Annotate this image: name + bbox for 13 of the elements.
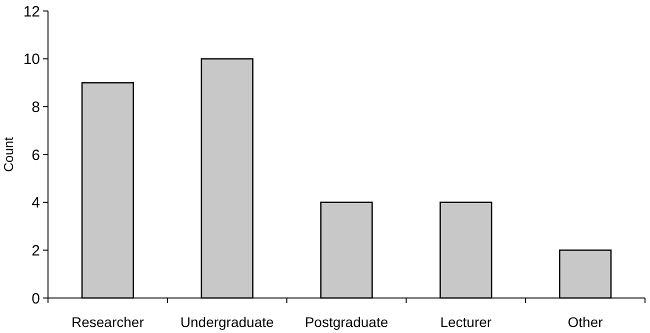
- x-tick-label: Other: [568, 314, 604, 330]
- x-tick-label: Lecturer: [440, 314, 492, 330]
- x-tick-label: Researcher: [72, 314, 144, 330]
- y-tick-label: 2: [32, 242, 40, 260]
- y-axis-title: Count: [1, 136, 16, 172]
- y-tick-label: 6: [32, 146, 40, 164]
- y-tick-label: 10: [23, 51, 40, 68]
- y-tick-label: 0: [32, 290, 40, 308]
- y-tick-label: 12: [23, 3, 40, 20]
- x-tick-label: Postgraduate: [304, 314, 388, 330]
- y-tick-label: 8: [32, 98, 40, 116]
- x-tick-label: Undergraduate: [180, 314, 274, 330]
- y-tick-label: 4: [32, 194, 40, 212]
